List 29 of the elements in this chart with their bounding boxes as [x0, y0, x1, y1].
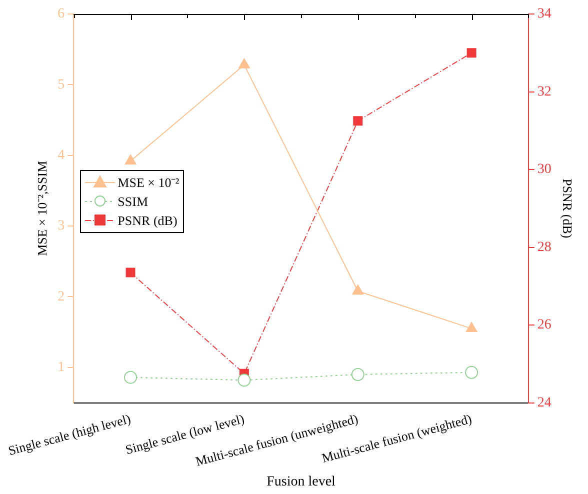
point: [126, 268, 136, 278]
y-tick-label: 2: [58, 289, 65, 304]
y2-tick-label: 32: [537, 84, 552, 100]
y-tick-label: 3: [58, 218, 65, 234]
point: [124, 370, 138, 384]
y-tick-label: 6: [58, 6, 65, 22]
y-tick-label: 5: [58, 77, 65, 92]
point: [238, 58, 250, 68]
point: [466, 48, 476, 58]
y-axis-title: MSE × 10⁻²,SSIM: [34, 160, 50, 256]
legend-label: MSE × 10⁻²: [118, 174, 180, 192]
x-axis-title: Fusion level: [266, 474, 336, 490]
y-tick-label: 4: [58, 148, 65, 164]
y-tick-label: 1: [58, 360, 65, 376]
legend-label: SSIM: [118, 192, 148, 210]
y2-tick-label: 28: [537, 240, 552, 255]
point: [238, 374, 251, 387]
y2-tick-label: 30: [537, 162, 552, 178]
legend-label: PSNR (dB): [118, 212, 178, 230]
point: [353, 116, 363, 126]
point: [124, 154, 136, 165]
y2-tick-label: 24: [537, 395, 552, 410]
point: [352, 284, 364, 295]
y2-axis-title: PSNR (dB): [560, 178, 575, 238]
point: [465, 366, 478, 379]
point: [351, 368, 364, 381]
point: [466, 322, 478, 332]
y2-tick-label: 34: [537, 6, 552, 22]
y2-tick-label: 26: [537, 318, 552, 333]
